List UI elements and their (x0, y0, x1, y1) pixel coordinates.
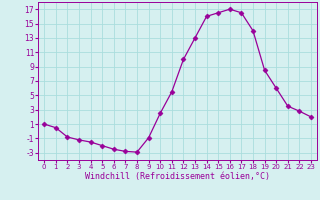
X-axis label: Windchill (Refroidissement éolien,°C): Windchill (Refroidissement éolien,°C) (85, 172, 270, 181)
